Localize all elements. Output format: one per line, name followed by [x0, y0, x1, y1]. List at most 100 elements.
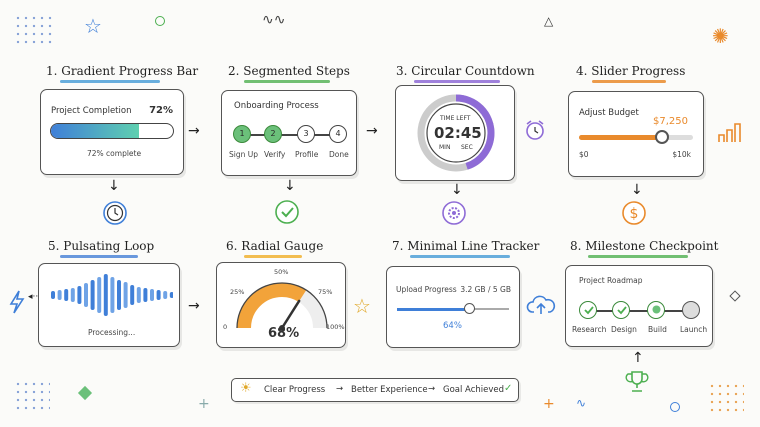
step-3-circle: 3	[297, 125, 315, 143]
gradient-bar-caption: 72% complete	[87, 149, 142, 158]
step-1-circle: 1	[233, 125, 251, 143]
pulse-bar	[84, 283, 88, 307]
slider-value: $7,250	[653, 116, 688, 127]
circle-decoration	[670, 402, 680, 412]
arrow-down: ↓	[108, 178, 120, 194]
milestone-launch-node	[682, 301, 700, 319]
gradient-bar-percent: 72%	[149, 105, 173, 116]
arrow-right: →	[188, 298, 200, 314]
gradient-progress-card: Project Completion 72% 72% complete	[40, 89, 184, 175]
milestone-build-label: Build	[648, 325, 667, 334]
milestone-research-label: Research	[572, 325, 607, 334]
tracker-amount: 3.2 GB / 5 GB	[460, 285, 511, 294]
tracker-fill	[397, 307, 469, 311]
milestone-launch-label: Launch	[680, 325, 708, 334]
gradient-bar-fill	[51, 124, 139, 138]
tracker-label: Upload Progress	[396, 285, 457, 294]
pulse-bar	[57, 290, 62, 300]
panel-5-underline	[60, 255, 138, 258]
alarm-clock-icon	[523, 118, 547, 146]
bar-chart-icon	[716, 118, 742, 148]
slider-max: $10k	[672, 150, 691, 159]
arrow-left-dashed: ◂···	[28, 292, 42, 302]
pulse-bar	[143, 288, 148, 302]
radial-gauge-card: 0 25% 50% 75% 100% 68%	[216, 262, 346, 348]
star-icon: ☆	[84, 14, 102, 38]
dollar-icon: $	[621, 200, 647, 230]
footer-part-2: Better Experience	[351, 385, 428, 395]
circle-decoration	[155, 16, 165, 26]
panel-7-underline	[410, 255, 510, 258]
panel-1-title: 1. Gradient Progress Bar	[46, 64, 199, 78]
star-icon: ☆	[353, 294, 371, 318]
pulse-bar	[103, 274, 108, 316]
pulse-bar	[90, 280, 95, 310]
pulse-bar	[150, 289, 154, 301]
panel-8-title: 8. Milestone Checkpoint	[570, 239, 719, 253]
pulsating-loop-card: Processing...	[38, 263, 180, 347]
panel-3-title: 3. Circular Countdown	[396, 64, 535, 78]
dot-grid-decoration	[708, 382, 744, 412]
gauge-tick-25: 25%	[230, 288, 245, 296]
pulse-bars	[51, 274, 173, 316]
pulse-bar	[163, 291, 168, 299]
panel-3-underline	[414, 80, 500, 83]
arrow-down: ↓	[631, 182, 643, 198]
svg-text:$: $	[630, 206, 639, 222]
footer-part-1: Clear Progress	[264, 385, 326, 395]
step-4-circle: 4	[329, 125, 347, 143]
pulse-bar	[156, 290, 161, 300]
slider-label: Adjust Budget	[579, 108, 639, 118]
gauge-tick-75: 75%	[318, 288, 333, 296]
panel-2-title: 2. Segmented Steps	[228, 64, 350, 78]
panel-2-underline	[244, 80, 330, 83]
arrow-down: ↓	[451, 182, 463, 198]
step-2-label: Verify	[264, 150, 286, 159]
countdown-min-label: MIN	[439, 144, 451, 151]
footer-part-3: Goal Achieved	[443, 385, 505, 395]
clock-icon	[102, 200, 128, 230]
slider-thumb[interactable]	[654, 130, 669, 144]
gradient-bar-label: Project Completion	[51, 106, 132, 116]
squiggle-decoration: ∿∿	[262, 12, 286, 28]
plus-decoration: +	[543, 396, 555, 412]
panel-1-underline	[60, 80, 160, 83]
pulse-bar	[70, 288, 75, 302]
footer-arrow-1: →	[336, 384, 344, 394]
segmented-steps-card: Onboarding Process 1 2 3 4 Sign Up Verif…	[221, 90, 357, 176]
panel-6-title: 6. Radial Gauge	[226, 239, 324, 253]
diamond-decoration	[77, 385, 93, 401]
milestone-card: Project Roadmap Research Design Build La…	[565, 265, 713, 347]
pulse-bar	[51, 291, 55, 299]
panel-4-underline	[592, 80, 666, 83]
gauge-dial	[236, 282, 328, 331]
gauge-tick-50: 50%	[274, 268, 289, 276]
arrow-right: →	[366, 123, 378, 139]
tracker-percent: 64%	[443, 321, 462, 331]
pulse-bar	[64, 289, 69, 301]
arrow-down: ↓	[284, 178, 296, 194]
line-tracker-card: Upload Progress 3.2 GB / 5 GB 64%	[386, 266, 520, 348]
gear-icon	[441, 200, 467, 230]
pulse-bar	[123, 282, 128, 308]
tracker-track	[397, 303, 509, 314]
milestone-label: Project Roadmap	[579, 276, 643, 285]
slider-fill	[579, 135, 662, 140]
pulse-bar	[169, 292, 173, 298]
step-4-label: Done	[329, 150, 349, 159]
tracker-thumb	[463, 303, 475, 314]
lightbulb-icon: ☀	[240, 381, 252, 396]
footer-arrow-2: →	[428, 384, 436, 394]
arrow-up: ↑	[632, 350, 644, 366]
pulse-bar	[77, 286, 82, 304]
panel-5-title: 5. Pulsating Loop	[48, 239, 155, 253]
lightning-icon	[7, 289, 27, 319]
slider-min: $0	[579, 150, 589, 159]
countdown-sec-label: SEC	[461, 144, 473, 151]
footer-check-icon: ✓	[504, 383, 513, 394]
slider-track[interactable]	[579, 130, 693, 144]
pulse-bar	[136, 287, 141, 303]
trophy-icon	[624, 368, 650, 398]
gauge-value: 68%	[268, 326, 300, 341]
